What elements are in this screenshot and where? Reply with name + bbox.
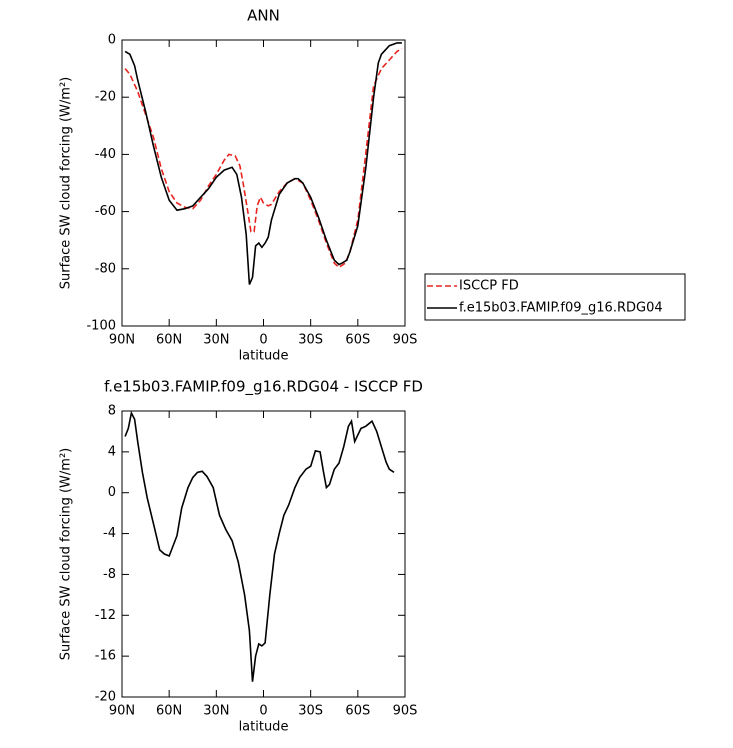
y-tick-label: 0 bbox=[108, 33, 116, 48]
chart-title: f.e15b03.FAMIP.f09_g16.RDG04 - ISCCP FD bbox=[104, 378, 423, 397]
x-tick-label: 60S bbox=[345, 333, 370, 348]
x-tick-label: 30S bbox=[298, 333, 323, 348]
x-tick-label: 90S bbox=[393, 333, 418, 348]
y-tick-label: -12 bbox=[95, 608, 116, 623]
data-line bbox=[124, 42, 402, 285]
x-tick-label: 90N bbox=[109, 333, 135, 348]
y-axis-label: Surface SW cloud forcing (W/m²) bbox=[59, 77, 74, 289]
y-tick-label: -40 bbox=[95, 147, 116, 162]
data-line bbox=[124, 47, 403, 269]
y-tick-label: -20 bbox=[95, 90, 116, 105]
x-tick-label: 90S bbox=[393, 704, 418, 719]
x-tick-label: 30S bbox=[298, 704, 323, 719]
x-axis-label: latitude bbox=[239, 720, 289, 735]
y-tick-label: -8 bbox=[103, 567, 116, 582]
y-tick-label: -100 bbox=[86, 319, 116, 334]
y-tick-label: 8 bbox=[108, 404, 116, 419]
y-tick-label: -20 bbox=[95, 690, 116, 705]
y-tick-label: 0 bbox=[108, 485, 116, 500]
x-tick-label: 90N bbox=[109, 704, 135, 719]
plot-frame bbox=[121, 39, 406, 327]
chart-title: ANN bbox=[247, 7, 280, 25]
x-tick-label: 30N bbox=[203, 704, 229, 719]
y-tick-label: -80 bbox=[95, 261, 116, 276]
y-tick-label: -60 bbox=[95, 204, 116, 219]
y-tick-label: -16 bbox=[95, 649, 116, 664]
legend-label: f.e15b03.FAMIP.f09_g16.RDG04 bbox=[459, 301, 663, 316]
y-axis-label: Surface SW cloud forcing (W/m²) bbox=[59, 448, 74, 660]
x-tick-label: 60S bbox=[345, 704, 370, 719]
legend-box bbox=[424, 273, 686, 321]
x-axis-label: latitude bbox=[239, 349, 289, 364]
legend-label: ISCCP FD bbox=[459, 279, 519, 294]
data-line bbox=[124, 410, 395, 682]
y-tick-label: -4 bbox=[103, 526, 116, 541]
x-tick-label: 60N bbox=[156, 704, 182, 719]
x-tick-label: 60N bbox=[156, 333, 182, 348]
y-tick-label: 4 bbox=[108, 444, 116, 459]
x-tick-label: 0 bbox=[259, 704, 267, 719]
x-tick-label: 0 bbox=[259, 333, 267, 348]
x-tick-label: 30N bbox=[203, 333, 229, 348]
